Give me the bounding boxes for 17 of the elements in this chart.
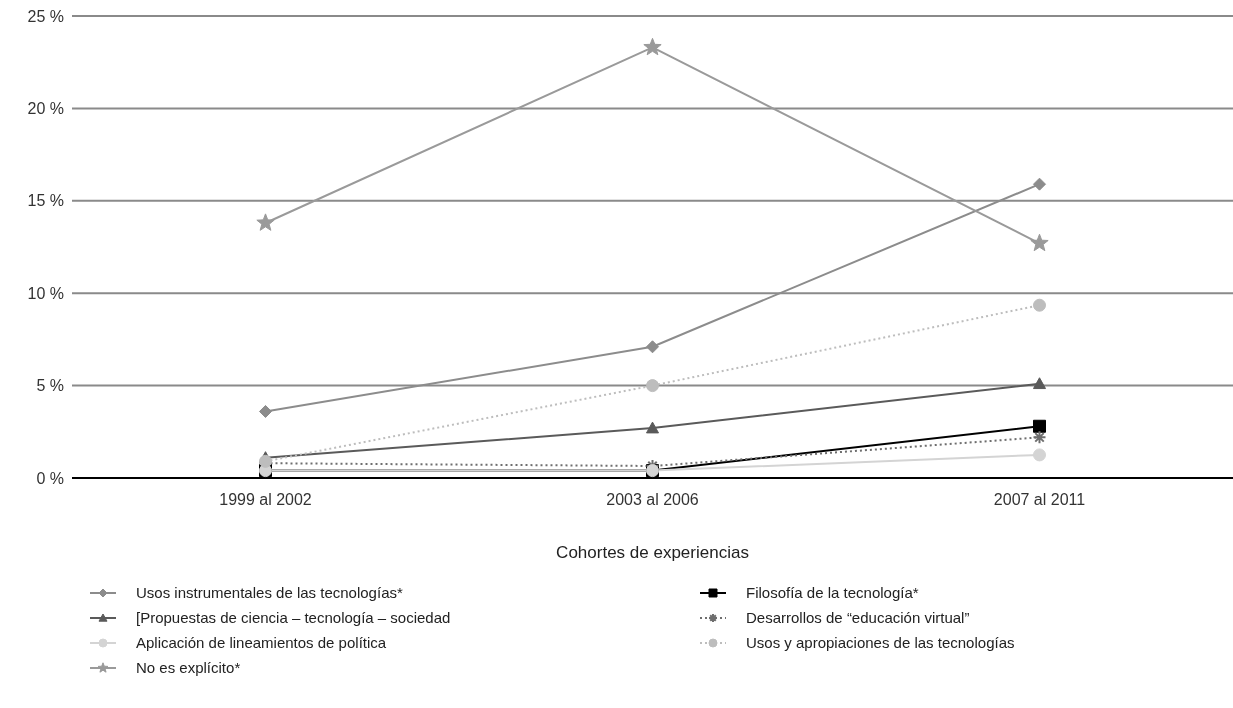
legend-label: No es explícito*: [136, 659, 241, 676]
legend-label: [Propuestas de ciencia – tecnología – sociedad: [136, 609, 451, 626]
y-tick-label: 5 %: [36, 377, 64, 395]
legend-label: Filosofía de la tecnología*: [746, 584, 919, 601]
x-tick-label: 1999 al 2002: [219, 491, 312, 509]
x-tick-label: 2003 al 2006: [606, 491, 699, 509]
legend-label: Usos instrumentales de las tecnologías*: [136, 584, 403, 601]
x-axis-title: Cohortes de experiencias: [556, 543, 749, 562]
y-tick-label: 0 %: [36, 469, 64, 487]
legend-label: Aplicación de lineamientos de política: [136, 634, 387, 651]
y-tick-label: 15 %: [27, 192, 64, 210]
y-tick-label: 20 %: [27, 100, 64, 118]
y-tick-label: 10 %: [27, 284, 64, 302]
x-tick-label: 2007 al 2011: [993, 491, 1086, 509]
y-tick-label: 25 %: [27, 7, 64, 25]
legend-label: Usos y apropiaciones de las tecnologías: [746, 634, 1015, 651]
legend-label: Desarrollos de “educación virtual”: [746, 609, 970, 626]
